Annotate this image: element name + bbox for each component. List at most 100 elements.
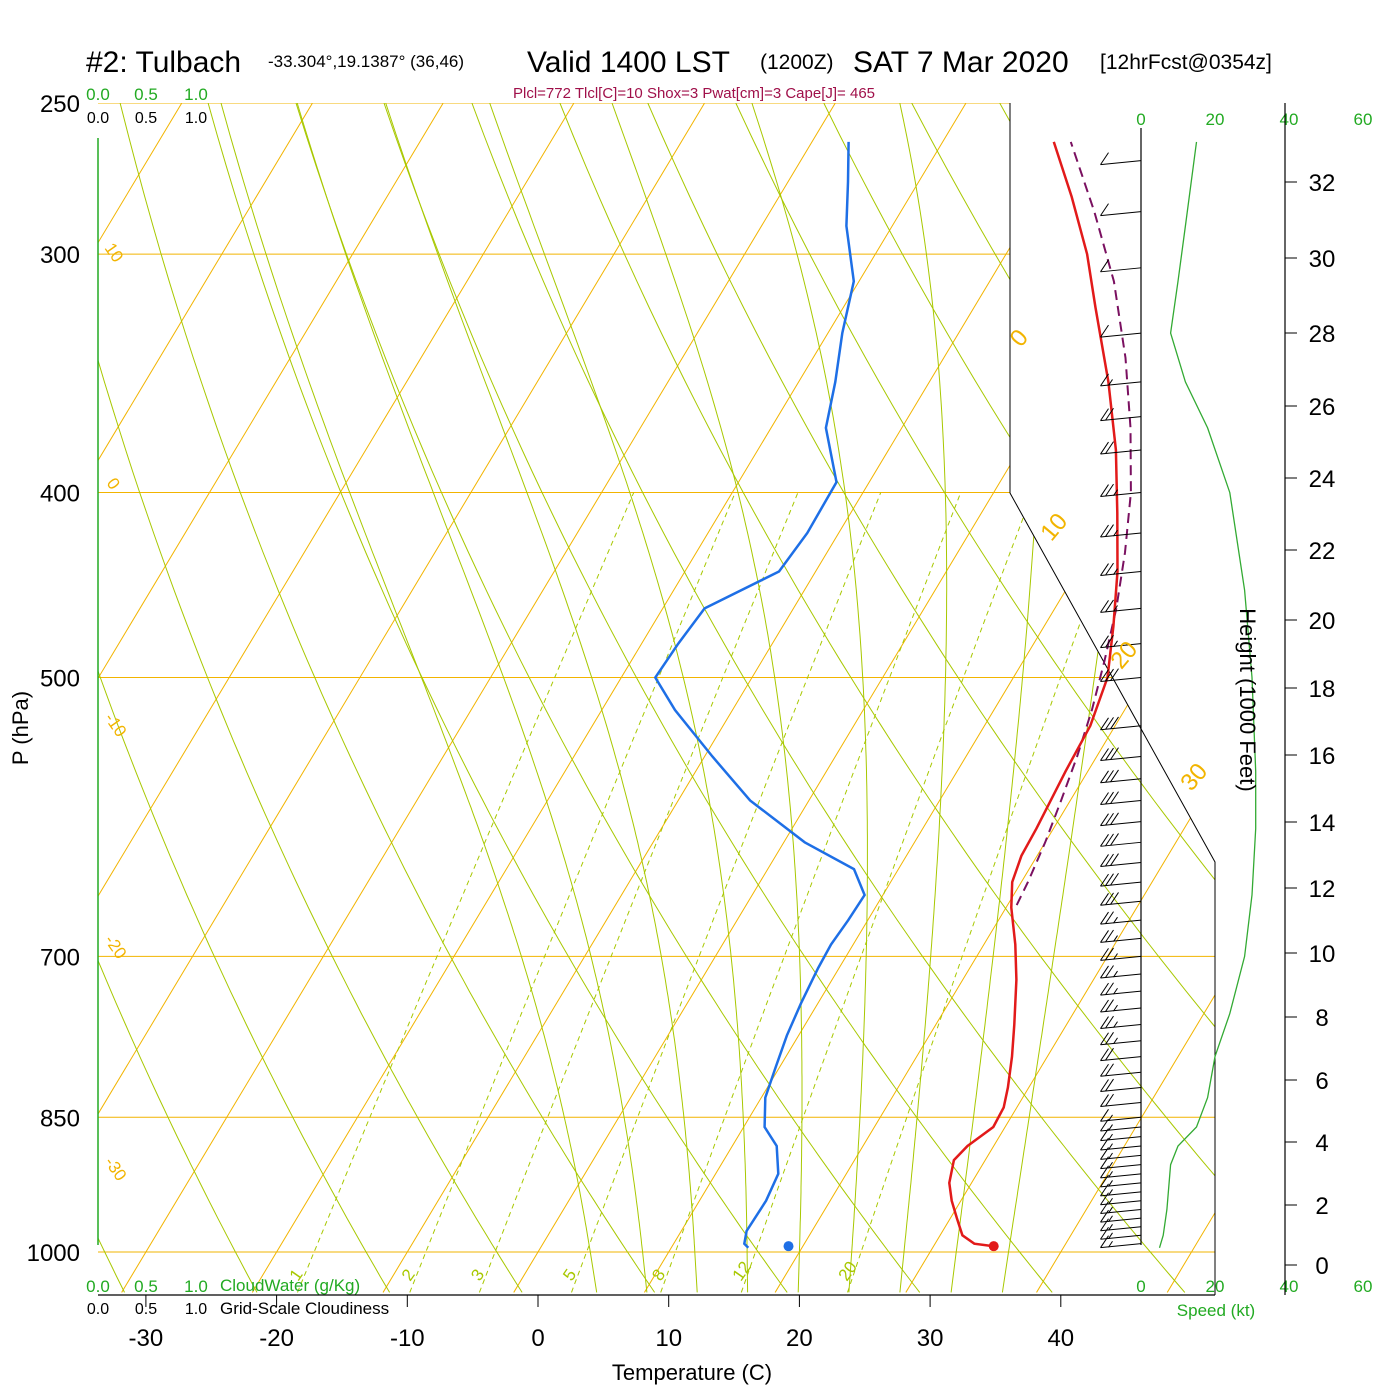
speed-label: Speed (kt) [1177,1301,1255,1320]
wind-barb-half-flag [1108,1180,1113,1187]
wind-barb-staff [1100,1087,1142,1093]
dry-adiabat-line [98,669,391,1293]
wind-barb-flag [1100,1016,1109,1029]
wind-barb-staff [1100,1116,1142,1122]
wind-barb-half-flag [1113,1004,1118,1012]
height-tick-label: 22 [1309,538,1336,565]
height-tick-label: 4 [1315,1130,1328,1157]
wind-barb-flag [1110,747,1119,760]
x-tick-label: 10 [655,1325,682,1352]
mixing-ratio-line [571,492,882,1293]
wind-barb-staff [1100,1007,1142,1013]
isotherm-line [905,776,1215,1293]
isotherm-line [98,103,314,462]
wind-barb-flag [1105,441,1114,454]
wind-barb-flag [1105,873,1114,886]
dry-adiabat-line [119,103,656,1293]
moist-adiabat-line [611,103,803,1293]
wind-barb-flag [1105,717,1114,730]
wind-barb-half-flag [1113,640,1118,648]
wind-barb-staff [1100,571,1142,577]
wind-barb-staff [1100,1154,1142,1160]
wind-barb-flag [1105,483,1114,497]
height-tick-label: 12 [1309,876,1336,903]
wind-barb-staff [1100,1208,1142,1214]
wind-barb-flag [1105,965,1114,978]
wind-barb-half-flag [1108,379,1113,386]
wind-barb-staff [1100,160,1142,166]
bottom-cloudiness-scale: 0.5 [135,1301,157,1318]
wind-barb-staff [1100,1071,1142,1077]
wind-barb-staff [1100,881,1142,887]
wind-barb-half-flag [1108,1161,1113,1169]
wind-barb-staff [1100,1191,1142,1197]
wind-barb-staff [1100,973,1142,979]
wind-barb-staff [1100,1200,1142,1206]
y-axis-title: P (hPa) [8,691,33,765]
top-cloudiness-scale: 0.0 [87,110,109,127]
wind-barb-flag [1100,1218,1109,1232]
wind-barb-half-flag [1108,1240,1113,1248]
wind-barb-staff [1100,1234,1142,1240]
top-cloudwater-scale: 0.0 [86,85,110,104]
wind-barb-flag [1100,373,1109,387]
wind-barb-flag [1100,484,1109,497]
wind-barb-flag [1105,668,1114,682]
wind-barb-flag [1100,152,1109,165]
forecast-info: [12hrFcst@0354z] [1100,51,1272,74]
height-tick-label: 0 [1315,1253,1328,1280]
x-tick-label: 30 [917,1325,944,1352]
wind-barb-flag [1100,717,1109,731]
cloudwater-label: CloudWater (g/Kg) [220,1276,360,1295]
height-tick-label: 10 [1309,941,1336,968]
wind-barb-flag [1105,747,1114,761]
zulu-time: (1200Z) [760,51,834,74]
wind-barb-flag [1105,1047,1114,1061]
mixing-ratio-line [740,492,1034,1293]
x-tick-label: 20 [786,1325,813,1352]
top-cloudiness-scale: 0.5 [135,110,157,127]
wind-barb-flag [1100,982,1109,996]
isotherm-line [1298,34,1400,1293]
wind-barb-half-flag [1113,568,1118,575]
wind-barb-flag [1100,1032,1109,1046]
wind-barb-half-flag [1113,953,1118,960]
isotherm-left-label: -20 [101,931,131,962]
wind-barb-flag [1110,833,1119,846]
wind-barb-staff [1100,381,1142,387]
isotherm-line [0,34,93,1293]
surface-temperature-dot [988,1241,999,1252]
wind-barb-staff [1100,990,1142,996]
pressure-label: 500 [40,666,80,693]
speed-top-label: 60 [1354,110,1373,129]
wind-barb-staff [1100,449,1142,455]
dry-adiabat-line [98,358,523,1293]
wind-barb-half-flag [1113,970,1118,978]
wind-barb-staff [1100,1126,1142,1132]
isotherm-line [121,103,836,1293]
isotherm-line [251,103,967,1293]
wind-barb-staff [1100,267,1142,273]
wind-barb-half-flag [1113,605,1118,612]
dry-adiabat-line [559,103,1215,1177]
bottom-cloudwater-scale: 1.0 [184,1277,208,1296]
wind-barb-flag [1100,1063,1109,1077]
speed-top-label: 40 [1280,110,1299,129]
wind-barb-flag [1105,947,1114,961]
wind-barb-half-flag [1113,489,1118,496]
wind-barb-staff [1100,1024,1142,1030]
wind-barb-staff [1100,778,1142,784]
wind-barb-flag [1100,635,1109,648]
wind-barb-half-flag [1113,916,1118,924]
wind-barb-flag [1105,634,1114,648]
wind-barb-flag [1100,1226,1109,1240]
pressure-label: 250 [40,91,80,118]
dry-adiabat-line [98,959,258,1293]
wind-barb-half-flag [1108,1224,1113,1231]
x-tick-label: 0 [531,1325,544,1352]
wind-barb-flag [1110,853,1119,866]
wind-barb-staff [1100,1226,1142,1232]
station-location: -33.304°,19.1387° (36,46) [268,52,464,71]
wind-barb-flag [1100,203,1109,216]
height-tick-label: 30 [1309,246,1336,273]
